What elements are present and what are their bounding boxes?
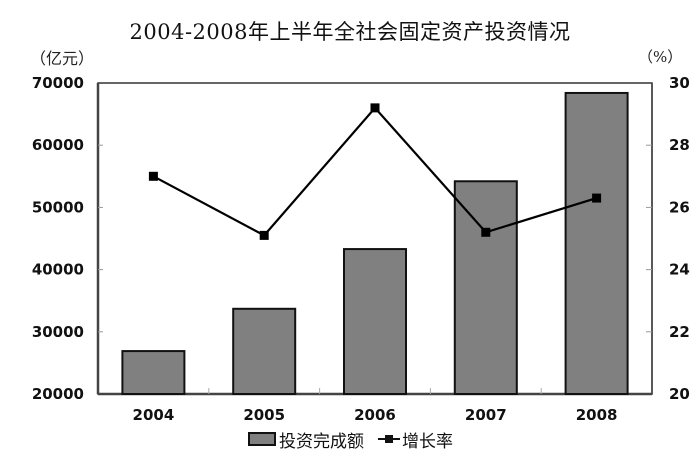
legend-line-label: 增长率	[402, 431, 453, 452]
legend: 投资完成额 增长率	[248, 428, 453, 452]
right-tick-label: 30	[669, 74, 690, 92]
line-marker-2008	[592, 193, 602, 203]
line-marker-2004	[148, 171, 158, 181]
chart-title: 2004-2008年上半年全社会固定资产投资情况	[129, 20, 571, 44]
bar-2007	[453, 180, 518, 395]
right-axis-unit: （%）	[638, 48, 683, 66]
line-marker-2005	[259, 230, 269, 240]
legend-line-marker-icon	[378, 433, 400, 445]
legend-bar-label: 投资完成额	[279, 431, 364, 452]
x-tick-label: 2008	[576, 406, 618, 424]
left-axis-unit: （亿元）	[30, 49, 95, 68]
right-tick-label: 28	[669, 136, 690, 154]
bar-2006	[343, 248, 407, 395]
bar-2008	[564, 91, 629, 396]
x-tick-label: 2005	[243, 406, 285, 424]
x-tick-label: 2006	[354, 406, 396, 424]
legend-bar-swatch-icon	[248, 432, 276, 446]
x-tick-label: 2007	[465, 406, 507, 424]
right-tick-label: 24	[669, 261, 690, 279]
left-tick-label: 50000	[32, 198, 84, 216]
left-tick-label: 20000	[32, 385, 84, 403]
right-tick-label: 26	[669, 198, 690, 216]
left-tick-label: 70000	[32, 74, 84, 92]
line-marker-2006	[370, 103, 380, 113]
bar-2005	[232, 307, 297, 396]
right-tick-label: 20	[669, 385, 690, 403]
bar-2004	[121, 350, 186, 395]
left-tick-label: 40000	[32, 261, 84, 279]
line-marker-2007	[481, 227, 491, 237]
left-tick-label: 30000	[32, 323, 84, 341]
x-tick-label: 2004	[133, 406, 175, 424]
left-tick-label: 60000	[32, 136, 84, 154]
right-tick-label: 22	[669, 323, 690, 341]
